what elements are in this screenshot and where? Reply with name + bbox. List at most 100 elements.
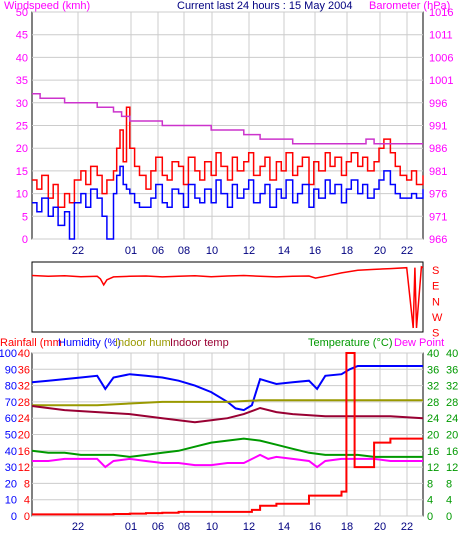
barometer-axis-title: Barometer (hPa): [369, 0, 450, 12]
humidity-tick-label: 0: [11, 511, 17, 523]
temp-x-tick-label: 01: [125, 521, 137, 533]
windspeed-tick-label: 50: [16, 7, 28, 19]
dew-point-tick-label: 0: [446, 511, 452, 523]
temperature-ticks: 0 4 8 12 16 20 24 28 32 36 40: [427, 348, 439, 523]
windspeed-tick-label: 25: [16, 121, 28, 133]
temp-x-tick-label: 10: [206, 521, 218, 533]
wind-x-tick-label: 08: [178, 245, 190, 257]
rainfall-tick-label: 0: [24, 511, 30, 523]
temperature-tick-label: 40: [427, 348, 439, 360]
temperature-line: [31, 437, 423, 458]
humidity-tick-label: 10: [5, 495, 17, 507]
rainfall-label: Rainfall (mm: [0, 337, 62, 349]
rainfall-ticks: 0 4 8 12 16 20 24 28 32 36 40: [18, 348, 30, 523]
rainfall-tick-label: 20: [18, 430, 30, 442]
windspeed-axis-title: Windspeed (kmh): [4, 0, 90, 12]
barometer-tick-label: 1016: [429, 7, 453, 19]
temperature-tick-label: 8: [427, 478, 433, 490]
dew-point-line: [32, 453, 423, 469]
indoor-temp-line: [31, 405, 424, 424]
barometer-tick-label: 971: [429, 211, 447, 223]
dew-point-tick-label: 24: [446, 413, 458, 425]
windspeed-tick-label: 20: [16, 143, 28, 155]
humidity-tick-label: 100: [0, 348, 17, 360]
temperature-tick-label: 20: [427, 430, 439, 442]
wind-x-tick-label: 01: [125, 245, 137, 257]
temp-x-tick-label: 22: [72, 521, 84, 533]
barometer-tick-label: 966: [429, 234, 447, 246]
dew-point-tick-label: 20: [446, 430, 458, 442]
dew-point-tick-label: 12: [446, 462, 458, 474]
wind-average-line: [32, 165, 424, 240]
wind-x-tick-label: 16: [309, 245, 321, 257]
direction-series: [31, 265, 424, 329]
rainfall-tick-label: 40: [18, 348, 30, 360]
temperature-tick-label: 12: [427, 462, 439, 474]
temp-x-tick-label: 14: [278, 521, 290, 533]
dew-point-tick-label: 28: [446, 397, 458, 409]
humidity-tick-label: 20: [5, 478, 17, 490]
wind-x-tick-label: 20: [374, 245, 386, 257]
windspeed-tick-label: 35: [16, 75, 28, 87]
dew-point-tick-label: 8: [446, 478, 452, 490]
direction-plot-frame: [31, 261, 424, 333]
temp-x-tick-label: 08: [178, 521, 190, 533]
windspeed-tick-label: 15: [16, 166, 28, 178]
humidity-tick-label: 50: [5, 430, 17, 442]
temp-series: [31, 352, 424, 516]
direction-tick-label: S: [432, 328, 439, 340]
barometer-tick-label: 1011: [429, 30, 453, 42]
temp-x-tick-label: 16: [309, 521, 321, 533]
humidity-tick-label: 80: [5, 381, 17, 393]
windspeed-tick-label: 40: [16, 52, 28, 64]
temp-x-ticks: 22 01 06 08 10 12 14 16 18 20 22: [72, 521, 413, 533]
windspeed-ticks: 0 5 10 15 20 25 30 35 40 45 50: [16, 7, 28, 246]
dew-point-tick-label: 16: [446, 446, 458, 458]
humidity-tick-label: 70: [5, 397, 17, 409]
dew-point-tick-label: 4: [446, 495, 452, 507]
temp-x-tick-label: 22: [401, 521, 413, 533]
barometer-tick-label: 976: [429, 189, 447, 201]
temperature-tick-label: 28: [427, 397, 439, 409]
temperature-tick-label: 32: [427, 381, 439, 393]
humidity-line: [31, 365, 423, 412]
dew-point-tick-label: 32: [446, 381, 458, 393]
temperature-tick-label: 16: [427, 446, 439, 458]
wind-series: [32, 92, 424, 240]
rainfall-tick-label: 24: [18, 413, 30, 425]
rainfall-tick-label: 36: [18, 364, 30, 376]
wind-x-tick-label: 22: [401, 245, 413, 257]
humidity-tick-label: 30: [5, 462, 17, 474]
rainfall-tick-label: 28: [18, 397, 30, 409]
direction-tick-label: W: [432, 312, 443, 324]
humidity-ticks: 0 10 20 30 40 50 60 70 80 90 100: [0, 348, 17, 523]
windspeed-tick-label: 0: [22, 234, 28, 246]
barometer-line: [32, 92, 423, 145]
barometer-tick-label: 986: [429, 143, 447, 155]
humidity-tick-label: 90: [5, 364, 17, 376]
wind-gust-line: [32, 106, 424, 208]
barometer-tick-label: 991: [429, 121, 447, 133]
windspeed-tick-label: 45: [16, 30, 28, 42]
rainfall-tick-label: 12: [18, 462, 30, 474]
wind-x-tick-label: 06: [152, 245, 164, 257]
rainfall-tick-label: 4: [24, 495, 30, 507]
barometer-tick-label: 1001: [429, 75, 453, 87]
temp-x-tick-label: 06: [152, 521, 164, 533]
indoor-temp-label: Indoor temp: [170, 337, 229, 349]
temperature-tick-label: 36: [427, 364, 439, 376]
barometer-tick-label: 1006: [429, 52, 453, 64]
indoor-hum-line: [32, 399, 423, 407]
wind-x-tick-label: 14: [278, 245, 290, 257]
windspeed-tick-label: 5: [22, 211, 28, 223]
temperature-label: Temperature (°C): [308, 337, 392, 349]
direction-tick-label: N: [432, 296, 440, 308]
direction-tick-label: E: [432, 281, 439, 293]
direction-tick-label: S: [432, 265, 439, 277]
wind-x-ticks: 22 01 06 08 10 12 14 16 18 20 22: [72, 245, 413, 257]
temp-x-tick-label: 18: [341, 521, 353, 533]
